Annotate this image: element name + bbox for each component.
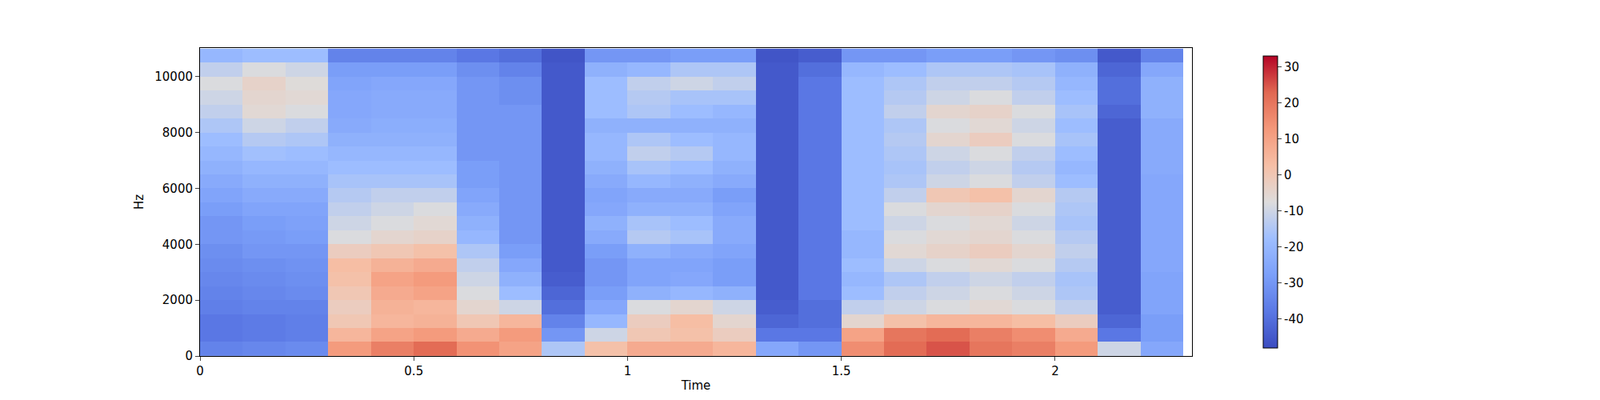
svg-text:2: 2 [1051,364,1060,379]
svg-text:-20: -20 [1284,240,1304,255]
svg-text:10: 10 [1284,132,1300,147]
svg-text:1: 1 [624,364,632,379]
svg-text:0: 0 [1284,168,1292,183]
svg-text:8000: 8000 [162,125,193,140]
svg-text:2000: 2000 [162,292,193,308]
svg-text:-30: -30 [1284,276,1304,291]
svg-text:30: 30 [1284,60,1300,75]
svg-text:-40: -40 [1284,312,1304,327]
svg-text:10000: 10000 [154,69,193,84]
svg-text:4000: 4000 [162,237,193,252]
svg-text:Time: Time [680,378,712,393]
svg-text:6000: 6000 [162,181,193,196]
svg-text:20: 20 [1284,96,1300,111]
svg-text:-10: -10 [1284,204,1304,219]
svg-text:1.5: 1.5 [832,364,852,379]
svg-text:0.5: 0.5 [404,364,424,379]
svg-text:Hz: Hz [132,194,147,210]
svg-text:0: 0 [184,348,193,364]
svg-text:0: 0 [196,364,204,379]
